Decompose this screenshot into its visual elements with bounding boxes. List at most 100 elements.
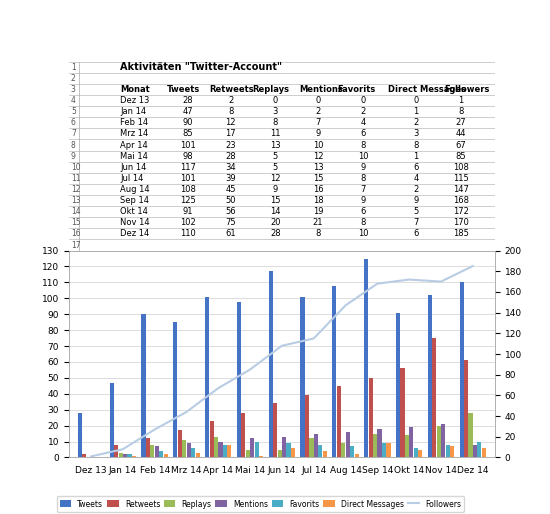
Text: 44: 44 <box>455 130 466 138</box>
Text: 1: 1 <box>71 63 76 72</box>
Text: 3: 3 <box>273 107 278 116</box>
Text: 28: 28 <box>226 152 236 161</box>
Text: 0: 0 <box>414 96 419 105</box>
Text: 9: 9 <box>71 152 76 161</box>
Bar <box>464 360 468 457</box>
Text: Feb 14: Feb 14 <box>120 118 148 127</box>
Bar <box>310 438 314 457</box>
Text: 16: 16 <box>71 229 80 238</box>
Bar <box>155 446 159 457</box>
Text: Dez 13: Dez 13 <box>120 96 149 105</box>
Text: 2: 2 <box>71 74 76 83</box>
Text: Apr 14: Apr 14 <box>120 140 147 150</box>
Bar <box>473 445 477 457</box>
Text: 12: 12 <box>313 152 323 161</box>
Text: Aug 14: Aug 14 <box>120 185 150 194</box>
Text: Mrz 14: Mrz 14 <box>120 130 148 138</box>
Bar <box>460 282 464 457</box>
Text: 90: 90 <box>183 118 194 127</box>
Followers <box>183 409 190 415</box>
Bar <box>287 443 290 457</box>
Text: 168: 168 <box>453 196 469 205</box>
Bar <box>160 451 163 457</box>
Bar <box>446 445 450 457</box>
Bar <box>441 424 445 457</box>
Bar <box>178 430 182 457</box>
Bar <box>341 443 345 457</box>
Text: 12: 12 <box>270 174 280 183</box>
Bar <box>241 413 245 457</box>
Bar <box>373 434 377 457</box>
Bar <box>150 445 155 457</box>
Bar <box>214 437 218 457</box>
Text: 8: 8 <box>228 107 233 116</box>
Text: 172: 172 <box>453 207 469 216</box>
Text: 10: 10 <box>358 152 368 161</box>
Text: Okt 14: Okt 14 <box>120 207 148 216</box>
Text: 2: 2 <box>414 118 419 127</box>
Bar <box>377 429 382 457</box>
Text: 147: 147 <box>453 185 469 194</box>
Text: 8: 8 <box>71 140 76 150</box>
Text: 2: 2 <box>316 107 321 116</box>
Text: 8: 8 <box>360 218 366 227</box>
Text: 18: 18 <box>313 196 323 205</box>
Text: 8: 8 <box>360 174 366 183</box>
Bar <box>400 369 404 457</box>
Text: Mai 14: Mai 14 <box>120 152 148 161</box>
Bar <box>164 454 168 457</box>
Text: 15: 15 <box>71 218 80 227</box>
Text: 67: 67 <box>455 140 466 150</box>
Text: 6: 6 <box>414 229 419 238</box>
Text: 34: 34 <box>226 163 236 172</box>
Bar <box>210 421 213 457</box>
Text: Jun 14: Jun 14 <box>120 163 146 172</box>
Text: 85: 85 <box>183 130 194 138</box>
Text: 101: 101 <box>180 174 196 183</box>
Text: Jan 14: Jan 14 <box>120 107 146 116</box>
Bar <box>291 448 295 457</box>
Bar <box>282 437 286 457</box>
Text: 14: 14 <box>270 207 280 216</box>
Text: Nov 14: Nov 14 <box>120 218 150 227</box>
Bar <box>414 448 418 457</box>
Bar <box>469 413 472 457</box>
Text: 7: 7 <box>360 185 366 194</box>
Text: Replays: Replays <box>252 85 289 94</box>
Bar <box>323 451 327 457</box>
Bar <box>437 426 441 457</box>
Bar <box>255 442 259 457</box>
Text: 9: 9 <box>414 196 419 205</box>
Text: 1: 1 <box>414 107 419 116</box>
Text: 0: 0 <box>273 96 278 105</box>
Text: 19: 19 <box>313 207 323 216</box>
Text: 4: 4 <box>414 174 419 183</box>
Bar <box>386 443 390 457</box>
Bar <box>345 432 350 457</box>
Text: 45: 45 <box>226 185 236 194</box>
Text: 125: 125 <box>180 196 196 205</box>
Bar <box>482 448 486 457</box>
Text: 50: 50 <box>226 196 236 205</box>
Text: 8: 8 <box>273 118 278 127</box>
Text: 7: 7 <box>71 130 76 138</box>
Text: 8: 8 <box>315 229 321 238</box>
Text: 3: 3 <box>414 130 419 138</box>
Text: 75: 75 <box>226 218 236 227</box>
Bar <box>119 453 123 457</box>
Text: 9: 9 <box>360 163 366 172</box>
Text: Monat: Monat <box>120 85 150 94</box>
Text: 117: 117 <box>180 163 196 172</box>
Bar <box>477 442 481 457</box>
Text: Aktivitäten "Twitter-Account": Aktivitäten "Twitter-Account" <box>120 62 282 72</box>
Text: 11: 11 <box>71 174 80 183</box>
Text: 8: 8 <box>414 140 419 150</box>
Text: 4: 4 <box>71 96 76 105</box>
Bar <box>223 445 227 457</box>
Text: 6: 6 <box>360 207 366 216</box>
Text: 17: 17 <box>226 130 236 138</box>
Text: 4: 4 <box>360 118 366 127</box>
Bar <box>405 435 409 457</box>
Text: Tweets: Tweets <box>167 85 200 94</box>
Bar <box>409 427 414 457</box>
